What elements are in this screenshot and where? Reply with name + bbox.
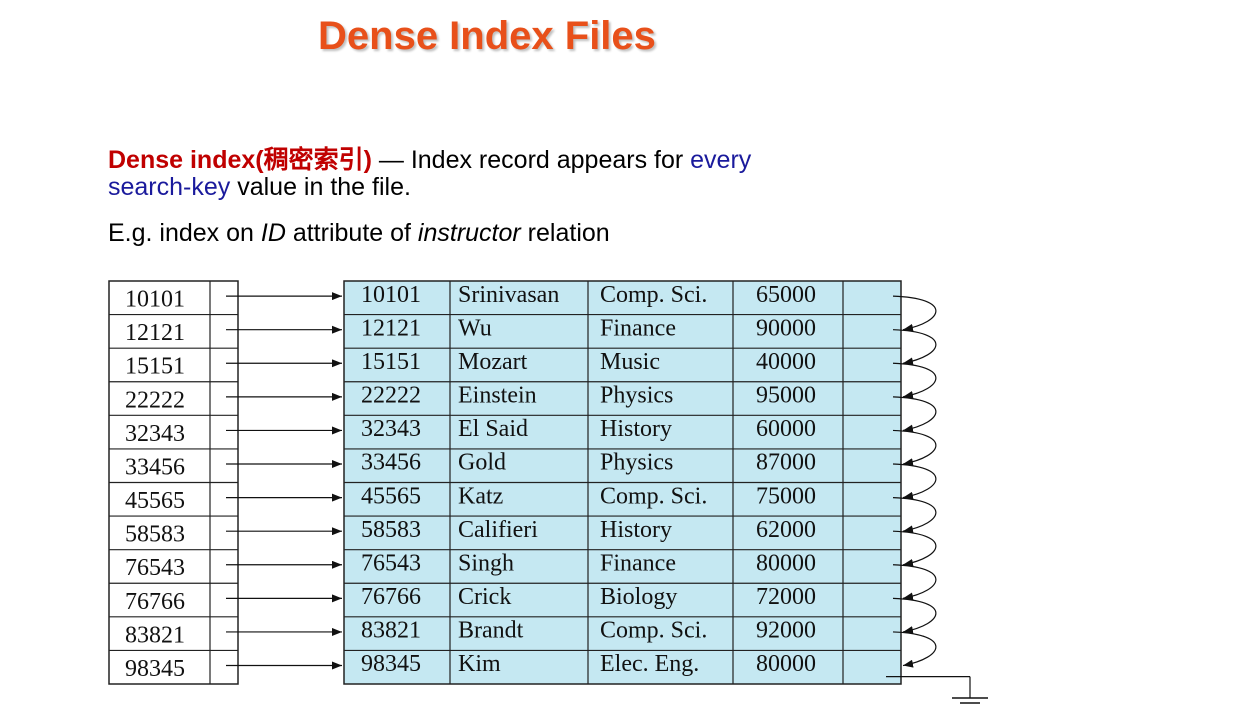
record-id: 12121 [361,315,421,341]
index-key: 58583 [125,522,185,548]
definition-line: Dense index(稠密索引) — Index record appears… [108,140,751,176]
index-key: 76766 [125,589,185,615]
record-name: Srinivasan [458,282,559,308]
index-key: 32343 [125,421,185,447]
example-prefix: E.g. index on [108,219,261,247]
record-id: 10101 [361,282,421,308]
record-name: Mozart [458,349,528,375]
record-name: Crick [458,584,511,610]
record-name: El Said [458,416,528,442]
definition-text: — Index record appears for [371,146,691,174]
record-salary: 60000 [756,416,816,442]
record-id: 15151 [361,349,421,375]
record-salary: 80000 [756,550,816,576]
record-dept: Finance [600,315,676,341]
example-middle: attribute of [285,219,418,247]
record-id: 33456 [361,450,421,476]
example-relation: instructor [417,219,521,247]
record-name: Califieri [458,517,538,543]
index-table: 10101 12121 15151 22222 32343 33456 45565 58583… [108,280,239,685]
chain-pointer-arrow [892,362,937,399]
chain-pointer-arrow [892,429,937,467]
example-line: E.g. index on ID attribute of instructor… [108,219,610,248]
record-salary: 75000 [756,483,816,509]
chain-pointer-arrow [892,463,937,500]
record-dept: History [600,416,672,442]
pointer-arrows [226,292,342,670]
record-id: 22222 [361,383,421,409]
example-suffix: relation [520,219,610,247]
definition-search-key: search-key [108,173,231,201]
record-salary: 87000 [756,450,816,476]
record-dept: Physics [600,450,673,476]
record-dept: Comp. Sci. [600,483,707,509]
chain-pointer-arrow [892,396,937,433]
example-id: ID [260,219,286,247]
record-id: 76766 [361,584,421,610]
record-name: Kim [458,651,501,677]
index-key: 98345 [125,656,185,682]
record-salary: 90000 [756,315,816,341]
record-dept: Elec. Eng. [600,651,699,677]
record-id: 98345 [361,651,421,677]
index-key: 33456 [125,454,185,480]
record-name: Katz [458,483,503,509]
record-salary: 72000 [756,584,816,610]
index-key: 45565 [125,488,185,514]
record-salary: 80000 [756,651,816,677]
definition-line-2: search-key value in the file. [108,173,411,202]
record-table: 10101 Srinivasan Comp. Sci. 65000 12121 Wu Fin… [343,280,902,685]
record-name: Einstein [458,383,537,409]
null-pointer-symbol [886,676,988,704]
definition-term: Dense index(稠密索引) [108,146,372,174]
record-salary: 62000 [756,517,816,543]
record-name: Gold [458,450,506,476]
index-key: 22222 [125,387,185,413]
record-id: 58583 [361,517,421,543]
chain-pointer-arrow [892,497,937,534]
record-dept: Music [600,349,660,375]
record-dept: Comp. Sci. [600,282,707,308]
record-id: 32343 [361,416,421,442]
record-dept: Finance [600,550,676,576]
definition-every: every [690,146,752,174]
record-chain-arrows [892,295,937,668]
definition-rest: value in the file. [230,173,411,201]
record-dept: Physics [600,383,673,409]
chain-pointer-arrow [892,564,937,601]
index-key: 76543 [125,555,185,581]
record-name: Brandt [458,618,524,644]
index-key: 15151 [125,354,185,380]
record-name: Singh [458,550,514,576]
slide-title: Dense Index Files [318,14,656,58]
index-key: 10101 [125,287,185,313]
record-salary: 95000 [756,383,816,409]
chain-pointer-arrow [892,631,937,668]
index-key: 12121 [125,320,185,346]
chain-pointer-arrow [892,329,937,366]
record-salary: 92000 [756,618,816,644]
record-id: 76543 [361,550,421,576]
record-salary: 40000 [756,349,816,375]
record-name: Wu [458,315,492,341]
record-id: 45565 [361,483,421,509]
record-dept: Biology [600,584,677,610]
record-dept: History [600,517,672,543]
record-dept: Comp. Sci. [600,618,707,644]
chain-pointer-arrow [892,597,937,634]
record-id: 83821 [361,618,421,644]
index-key: 83821 [125,622,185,648]
chain-pointer-arrow [892,295,937,332]
record-salary: 65000 [756,282,816,308]
chain-pointer-arrow [892,530,937,567]
